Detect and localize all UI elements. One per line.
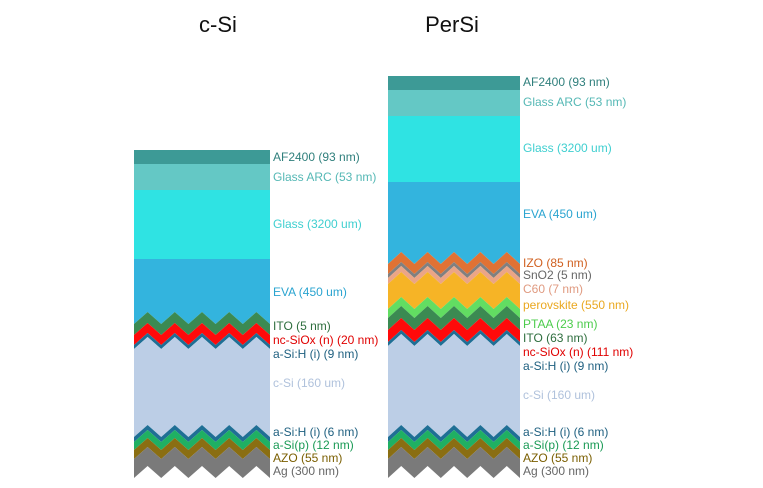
layer-label: ITO (63 nm) — [523, 331, 587, 345]
layer-ptaa — [388, 297, 520, 318]
layer-label: AZO (55 nm) — [273, 451, 342, 465]
layer-label: IZO (85 nm) — [523, 256, 588, 270]
layer-label: SnO2 (5 nm) — [523, 268, 592, 282]
layer-label: nc-SiOx (n) (20 nm) — [273, 333, 378, 347]
layer-a-si-h — [388, 330, 520, 346]
layer-perovskite — [388, 272, 520, 309]
layer-c-si — [134, 337, 270, 437]
layer-eva — [134, 259, 270, 324]
layer-label: perovskite (550 nm) — [523, 298, 629, 312]
layer-c60 — [388, 266, 520, 284]
layer-ito — [134, 312, 270, 335]
layer-label: Glass ARC (53 nm) — [273, 170, 376, 184]
layer-ag — [388, 447, 520, 478]
layer-glass — [388, 116, 520, 182]
layer-label: C60 (7 nm) — [523, 282, 583, 296]
layer-af2400 — [134, 150, 270, 164]
layer-label: c-Si (160 um) — [523, 388, 595, 402]
layer-label: ITO (5 nm) — [273, 319, 331, 333]
layer-sno2 — [388, 262, 520, 278]
layer-glass — [134, 190, 270, 259]
layer-label: AZO (55 nm) — [523, 451, 592, 465]
layer-label: a-Si:H (i) (9 nm) — [523, 359, 608, 373]
layer-label: c-Si (160 um) — [273, 376, 345, 390]
layer-label: Ag (300 nm) — [523, 464, 589, 478]
layer-glass — [134, 164, 270, 190]
layer-label: a-Si:H (i) (6 nm) — [273, 425, 358, 439]
layer-label: PTAA (23 nm) — [523, 317, 597, 331]
layer-label: a-Si(p) (12 nm) — [273, 438, 354, 452]
layer-label: a-Si:H (i) (6 nm) — [523, 425, 608, 439]
layer-label: Glass (3200 um) — [523, 141, 612, 155]
layer-a-si-p- — [134, 430, 270, 450]
layer-af2400 — [388, 76, 520, 90]
stack-title-csi: c-Si — [199, 12, 237, 37]
layer-ag — [134, 447, 270, 478]
layer-a-si-h — [134, 425, 270, 442]
layer-label: EVA (450 um) — [523, 207, 597, 221]
layer-label: AF2400 (93 nm) — [273, 150, 360, 164]
stack-persi: AF2400 (93 nm) Glass ARC (53 nm) Glass (32… — [388, 75, 633, 478]
layer-label: Glass ARC (53 nm) — [523, 95, 626, 109]
layer-label: AF2400 (93 nm) — [523, 75, 610, 89]
layer-a-si-p- — [388, 430, 520, 450]
layer-nc-siox — [134, 323, 270, 345]
layer-label: Ag (300 nm) — [273, 464, 339, 478]
layer-label: a-Si(p) (12 nm) — [523, 438, 604, 452]
layer-a-si-h — [134, 333, 270, 349]
layer-azo — [134, 438, 270, 459]
layer-a-si-h — [388, 425, 520, 442]
layer-label: EVA (450 um) — [273, 285, 347, 299]
layer-label: a-Si:H (i) (9 nm) — [273, 347, 358, 361]
layer-c-si — [388, 334, 520, 437]
layer-azo — [388, 438, 520, 459]
layer-glass — [388, 90, 520, 116]
stack-title-persi: PerSi — [425, 12, 479, 37]
layer-eva — [388, 182, 520, 264]
layer-izo — [388, 252, 520, 274]
layer-label: nc-SiOx (n) (111 nm) — [523, 345, 633, 359]
layer-label: Glass (3200 um) — [273, 217, 362, 231]
stack-c-si: AF2400 (93 nm) Glass ARC (53 nm) Glass (32… — [134, 150, 378, 478]
